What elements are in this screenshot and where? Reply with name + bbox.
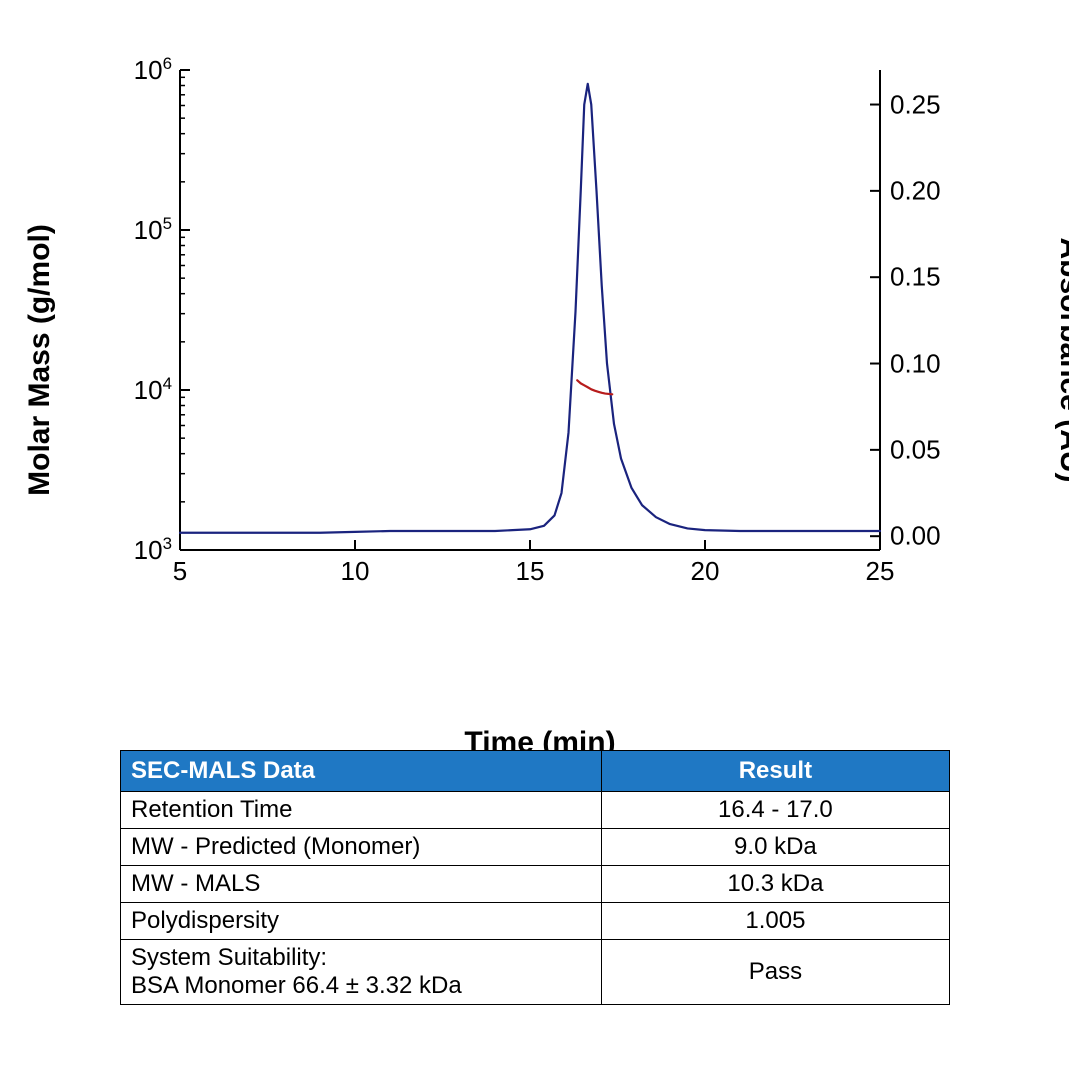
x-tick-label: 15: [516, 550, 545, 587]
table-header-row: SEC-MALS DataResult: [121, 751, 950, 792]
table-cell-label: Polydispersity: [121, 903, 602, 940]
table-cell-label: System Suitability:BSA Monomer 66.4 ± 3.…: [121, 940, 602, 1005]
table-cell-result: 1.005: [601, 903, 949, 940]
y2-tick-label: 0.25: [880, 89, 941, 120]
table-cell-result: 9.0 kDa: [601, 829, 949, 866]
table-cell-result: 16.4 - 17.0: [601, 792, 949, 829]
y2-tick-label: 0.15: [880, 262, 941, 293]
chart: Molar Mass (g/mol) Absorbance (AU) Time …: [60, 40, 1020, 680]
series-absorbance: [180, 84, 880, 533]
plot-svg: [180, 70, 880, 550]
y2-tick-label: 0.20: [880, 175, 941, 206]
table-row: MW - MALS10.3 kDa: [121, 866, 950, 903]
table-header-result: Result: [601, 751, 949, 792]
y1-tick-label: 106: [134, 54, 180, 86]
plot-area: 5101520251031041051060.000.050.100.150.2…: [180, 70, 880, 550]
y1-tick-label: 105: [134, 214, 180, 246]
y2-axis-label: Absorbance (AU): [1053, 237, 1069, 482]
table-cell-label: Retention Time: [121, 792, 602, 829]
table-row: Retention Time16.4 - 17.0: [121, 792, 950, 829]
y1-axis-label: Molar Mass (g/mol): [23, 224, 57, 496]
table-cell-result: 10.3 kDa: [601, 866, 949, 903]
table-header-label: SEC-MALS Data: [121, 751, 602, 792]
series-molar-mass: [577, 380, 612, 394]
x-tick-label: 25: [866, 550, 895, 587]
y2-tick-label: 0.00: [880, 521, 941, 552]
y1-tick-label: 103: [134, 534, 180, 566]
table-cell-label: MW - Predicted (Monomer): [121, 829, 602, 866]
page: Molar Mass (g/mol) Absorbance (AU) Time …: [0, 0, 1069, 1071]
table-row: System Suitability:BSA Monomer 66.4 ± 3.…: [121, 940, 950, 1005]
table-row: Polydispersity1.005: [121, 903, 950, 940]
table-row: MW - Predicted (Monomer)9.0 kDa: [121, 829, 950, 866]
x-tick-label: 20: [691, 550, 720, 587]
y2-tick-label: 0.05: [880, 434, 941, 465]
results-table-region: SEC-MALS DataResult Retention Time16.4 -…: [120, 750, 950, 1005]
results-table: SEC-MALS DataResult Retention Time16.4 -…: [120, 750, 950, 1005]
x-tick-label: 10: [341, 550, 370, 587]
y2-tick-label: 0.10: [880, 348, 941, 379]
table-cell-label: MW - MALS: [121, 866, 602, 903]
table-cell-result: Pass: [601, 940, 949, 1005]
y1-tick-label: 104: [134, 374, 180, 406]
